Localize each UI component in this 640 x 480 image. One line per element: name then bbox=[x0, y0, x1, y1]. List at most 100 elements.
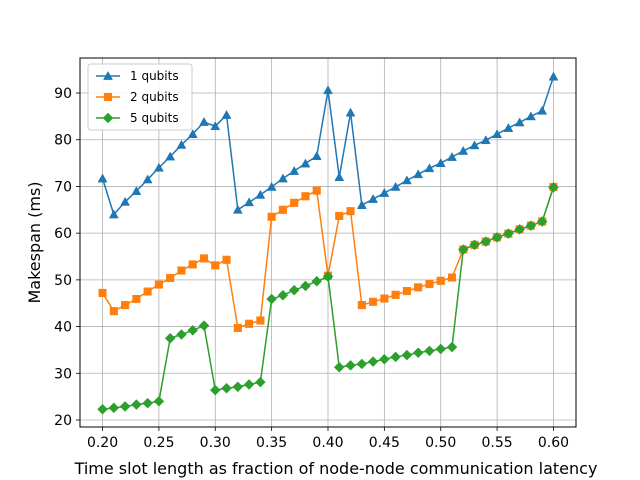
data-point bbox=[233, 323, 242, 333]
y-tick-label: 90 bbox=[54, 86, 72, 102]
data-point bbox=[391, 290, 400, 299]
data-point bbox=[424, 163, 435, 173]
data-point bbox=[503, 123, 514, 132]
data-point bbox=[232, 204, 243, 214]
data-point bbox=[121, 301, 130, 310]
data-point bbox=[491, 232, 503, 243]
data-point bbox=[323, 85, 333, 95]
data-point bbox=[166, 273, 175, 283]
data-point bbox=[424, 345, 435, 357]
y-tick-label: 80 bbox=[54, 133, 72, 149]
data-point bbox=[480, 135, 491, 145]
data-point bbox=[142, 174, 153, 184]
legend-entry: 1 qubits bbox=[96, 69, 179, 83]
data-point bbox=[288, 284, 300, 296]
data-point bbox=[221, 382, 232, 394]
y-tick-label: 60 bbox=[54, 226, 72, 242]
data-point bbox=[143, 287, 152, 296]
data-point bbox=[514, 117, 525, 127]
data-point bbox=[209, 384, 221, 396]
data-point bbox=[198, 320, 210, 331]
data-point bbox=[333, 361, 345, 373]
data-point bbox=[132, 294, 141, 304]
data-point bbox=[98, 288, 107, 297]
data-point bbox=[232, 381, 244, 393]
data-point bbox=[356, 200, 367, 209]
data-point bbox=[312, 186, 321, 195]
data-point bbox=[290, 198, 299, 207]
legend-box bbox=[87, 63, 193, 131]
x-tick-label: 0.25 bbox=[143, 435, 174, 451]
data-point bbox=[211, 261, 220, 270]
data-point bbox=[300, 158, 311, 168]
data-point bbox=[503, 228, 514, 239]
y-axis-label: Makespan (ms) bbox=[25, 181, 44, 303]
legend-entry: 5 qubits bbox=[96, 111, 179, 125]
data-point bbox=[322, 271, 334, 282]
data-point bbox=[412, 347, 424, 359]
y-tick-label: 30 bbox=[54, 366, 72, 382]
data-point bbox=[367, 356, 379, 367]
data-point bbox=[548, 182, 559, 193]
legend-marker bbox=[103, 92, 113, 102]
data-point bbox=[436, 276, 445, 285]
data-point bbox=[266, 181, 277, 191]
data-point bbox=[289, 166, 300, 175]
data-point bbox=[525, 111, 536, 121]
legend-label: 5 qubits bbox=[130, 111, 179, 125]
data-point bbox=[153, 162, 164, 172]
data-point bbox=[108, 209, 119, 219]
data-point bbox=[469, 140, 480, 150]
data-point bbox=[278, 205, 287, 214]
data-point bbox=[245, 319, 254, 328]
data-point bbox=[457, 244, 469, 255]
data-point bbox=[119, 401, 131, 412]
data-point bbox=[447, 273, 457, 282]
data-point bbox=[480, 236, 492, 247]
data-point bbox=[447, 152, 457, 161]
data-point bbox=[199, 254, 209, 263]
legend-marker bbox=[102, 112, 114, 124]
data-point bbox=[210, 121, 221, 131]
y-tick-label: 20 bbox=[54, 413, 72, 429]
series-1 bbox=[97, 71, 559, 219]
data-point bbox=[356, 358, 368, 370]
x-tick-label: 0.30 bbox=[200, 435, 231, 451]
data-point bbox=[176, 139, 187, 149]
data-point bbox=[256, 316, 265, 325]
data-point bbox=[446, 341, 458, 353]
data-point bbox=[300, 280, 311, 292]
data-point bbox=[164, 332, 176, 344]
data-point bbox=[435, 158, 446, 167]
data-point bbox=[97, 403, 108, 415]
data-point bbox=[187, 129, 198, 138]
data-point bbox=[379, 353, 390, 365]
x-tick-label: 0.45 bbox=[369, 435, 400, 451]
data-point bbox=[537, 105, 548, 115]
data-point bbox=[390, 181, 401, 191]
x-tick-label: 0.50 bbox=[425, 435, 456, 451]
legend-label: 1 qubits bbox=[130, 69, 179, 83]
y-tick-label: 70 bbox=[54, 179, 72, 195]
data-point bbox=[153, 395, 165, 407]
data-point bbox=[255, 189, 266, 199]
data-point bbox=[536, 216, 548, 227]
legend-marker bbox=[103, 70, 113, 80]
legend: 1 qubits 2 qubits 5 qubits bbox=[87, 63, 193, 131]
data-point bbox=[277, 289, 289, 301]
data-point bbox=[109, 307, 118, 316]
data-point bbox=[255, 376, 266, 388]
data-point bbox=[346, 207, 355, 216]
data-point bbox=[97, 173, 108, 183]
legend-entry: 2 qubits bbox=[96, 90, 179, 104]
data-point bbox=[514, 224, 525, 235]
data-point bbox=[435, 343, 447, 355]
x-tick-label: 0.20 bbox=[87, 435, 118, 451]
legend-label: 2 qubits bbox=[130, 90, 179, 104]
data-point bbox=[335, 211, 344, 220]
data-point bbox=[469, 239, 480, 251]
data-point bbox=[368, 194, 379, 203]
data-point bbox=[345, 107, 356, 117]
data-point bbox=[311, 151, 322, 160]
